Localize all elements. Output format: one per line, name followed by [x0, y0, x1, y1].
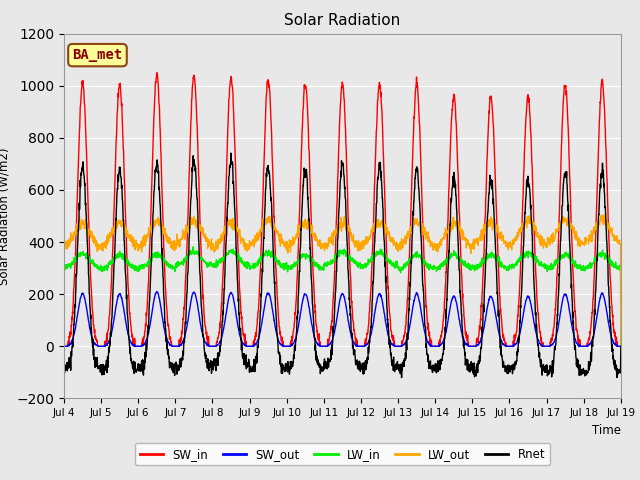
- LW_in: [617, 343, 625, 349]
- Rnet: [216, 352, 223, 358]
- LW_out: [601, 212, 609, 217]
- Rnet: [60, 367, 68, 373]
- SW_out: [359, 343, 367, 349]
- SW_out: [60, 343, 68, 349]
- SW_out: [584, 343, 591, 348]
- LW_out: [371, 227, 378, 232]
- SW_in: [371, 178, 379, 183]
- LW_in: [568, 257, 575, 263]
- LW_in: [189, 244, 197, 250]
- Rnet: [359, 365, 367, 371]
- LW_out: [617, 343, 625, 349]
- LW_in: [359, 262, 367, 268]
- LW_in: [584, 265, 591, 271]
- LW_out: [504, 240, 512, 246]
- Rnet: [227, 150, 235, 156]
- LW_in: [504, 267, 512, 273]
- X-axis label: Time: Time: [592, 424, 621, 437]
- Line: LW_in: LW_in: [64, 247, 621, 346]
- LW_out: [216, 238, 223, 244]
- Line: SW_in: SW_in: [64, 72, 621, 346]
- Legend: SW_in, SW_out, LW_in, LW_out, Rnet: SW_in, SW_out, LW_in, LW_out, Rnet: [135, 443, 550, 466]
- SW_in: [584, 340, 591, 346]
- SW_in: [359, 343, 367, 349]
- SW_out: [568, 322, 575, 328]
- SW_out: [617, 343, 625, 349]
- Line: SW_out: SW_out: [64, 291, 621, 346]
- Rnet: [568, 297, 576, 302]
- Rnet: [397, 375, 405, 381]
- Rnet: [617, 343, 625, 349]
- Rnet: [584, 370, 591, 375]
- LW_out: [60, 243, 68, 249]
- SW_in: [216, 330, 223, 336]
- SW_out: [153, 288, 161, 294]
- Line: LW_out: LW_out: [64, 215, 621, 346]
- LW_out: [583, 238, 591, 243]
- LW_out: [358, 246, 366, 252]
- SW_in: [504, 343, 512, 349]
- LW_in: [60, 267, 68, 273]
- Line: Rnet: Rnet: [64, 153, 621, 378]
- SW_in: [60, 343, 68, 349]
- SW_in: [617, 343, 625, 349]
- Rnet: [505, 370, 513, 376]
- SW_out: [216, 341, 223, 347]
- LW_in: [371, 252, 379, 258]
- SW_out: [371, 310, 379, 316]
- SW_in: [153, 70, 161, 75]
- Title: Solar Radiation: Solar Radiation: [284, 13, 401, 28]
- Text: BA_met: BA_met: [72, 48, 123, 62]
- Y-axis label: Solar Radiation (W/m2): Solar Radiation (W/m2): [0, 147, 11, 285]
- SW_out: [504, 343, 512, 349]
- LW_in: [216, 258, 223, 264]
- Rnet: [371, 239, 379, 245]
- SW_in: [568, 237, 575, 243]
- LW_out: [568, 224, 575, 229]
